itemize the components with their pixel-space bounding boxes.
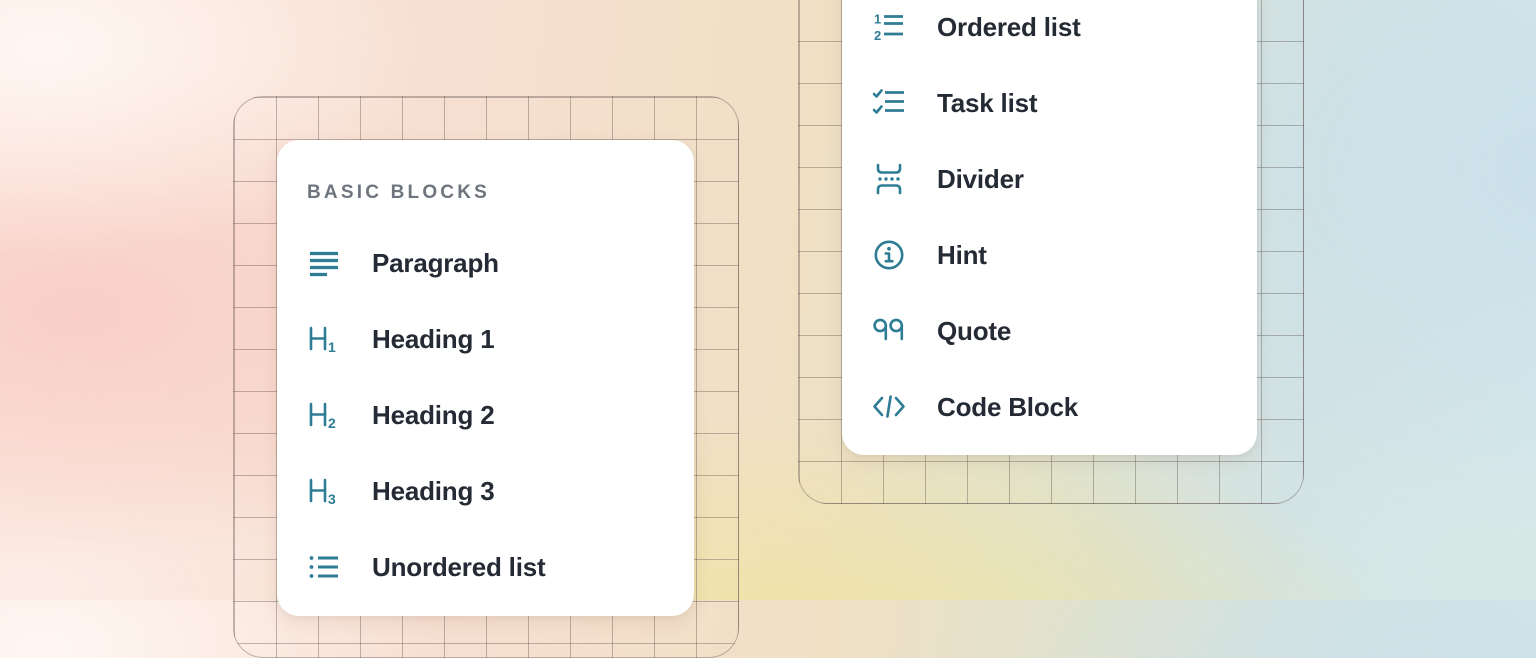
menu-item-label: Task list xyxy=(937,87,1038,118)
svg-text:2: 2 xyxy=(328,415,336,431)
blocks-item-list: 1 2 Ordered list Task list Divider xyxy=(842,0,1257,445)
menu-item-ordered-list[interactable]: 1 2 Ordered list xyxy=(842,0,1257,65)
paragraph-icon xyxy=(307,246,341,280)
menu-item-label: Heading 3 xyxy=(372,475,495,506)
menu-item-unordered-list[interactable]: Unordered list xyxy=(277,529,694,605)
svg-text:2: 2 xyxy=(874,28,881,43)
menu-item-label: Heading 2 xyxy=(372,399,495,430)
svg-text:1: 1 xyxy=(874,12,881,27)
blocks-menu-continued: 1 2 Ordered list Task list Divider xyxy=(842,0,1257,455)
menu-item-label: Hint xyxy=(937,239,987,270)
divider-icon xyxy=(872,162,906,196)
menu-item-quote[interactable]: Quote xyxy=(842,293,1257,369)
heading-1-icon: 1 xyxy=(307,322,341,356)
menu-item-label: Code Block xyxy=(937,391,1079,422)
menu-item-label: Ordered list xyxy=(937,11,1081,42)
menu-item-label: Paragraph xyxy=(372,247,499,278)
basic-blocks-item-list: Paragraph 1 Heading 1 2 Heading 2 3 Head… xyxy=(277,225,694,605)
menu-item-label: Heading 1 xyxy=(372,323,495,354)
menu-item-divider[interactable]: Divider xyxy=(842,141,1257,217)
quote-icon xyxy=(872,314,906,348)
svg-text:3: 3 xyxy=(328,491,336,507)
ordered-list-icon: 1 2 xyxy=(872,10,906,44)
heading-2-icon: 2 xyxy=(307,398,341,432)
menu-item-paragraph[interactable]: Paragraph xyxy=(277,225,694,301)
menu-item-heading-1[interactable]: 1 Heading 1 xyxy=(277,301,694,377)
unordered-list-icon xyxy=(307,550,341,584)
hint-icon xyxy=(872,238,906,272)
menu-item-label: Divider xyxy=(937,163,1024,194)
menu-item-task-list[interactable]: Task list xyxy=(842,65,1257,141)
menu-item-label: Quote xyxy=(937,315,1012,346)
menu-item-heading-2[interactable]: 2 Heading 2 xyxy=(277,377,694,453)
code-block-icon xyxy=(872,390,906,424)
svg-text:1: 1 xyxy=(328,339,336,355)
task-list-icon xyxy=(872,86,906,120)
menu-item-label: Unordered list xyxy=(372,551,546,582)
menu-item-hint[interactable]: Hint xyxy=(842,217,1257,293)
menu-item-heading-3[interactable]: 3 Heading 3 xyxy=(277,453,694,529)
section-label-basic-blocks: BASIC BLOCKS xyxy=(307,182,491,203)
heading-3-icon: 3 xyxy=(307,474,341,508)
basic-blocks-menu: BASIC BLOCKS Paragraph 1 Heading 1 2 Hea… xyxy=(277,140,694,616)
menu-item-code-block[interactable]: Code Block xyxy=(842,369,1257,445)
